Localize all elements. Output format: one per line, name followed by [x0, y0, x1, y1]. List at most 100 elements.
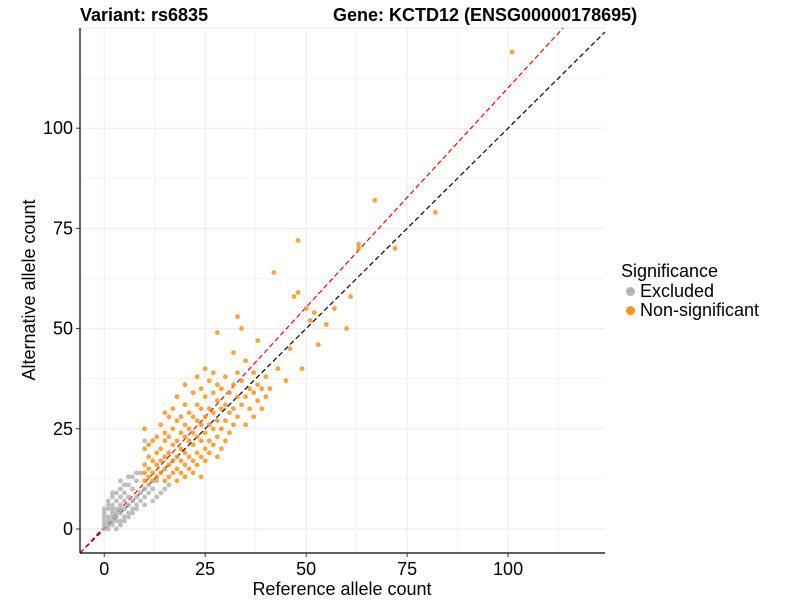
- x-axis-label: Reference allele count: [252, 579, 431, 599]
- data-point: [214, 454, 220, 460]
- data-point: [130, 510, 135, 516]
- data-point: [198, 386, 204, 392]
- x-tick-label: 25: [195, 559, 215, 579]
- data-point: [101, 518, 107, 524]
- y-tick-label: 0: [63, 519, 73, 539]
- data-point: [186, 438, 192, 444]
- data-point: [323, 322, 329, 327]
- data-point: [332, 306, 337, 311]
- data-point: [166, 450, 172, 456]
- data-point: [222, 374, 228, 380]
- data-point: [251, 414, 257, 420]
- data-point: [194, 418, 200, 424]
- data-point: [101, 506, 107, 512]
- data-point: [105, 526, 111, 532]
- data-point: [263, 394, 269, 400]
- data-point: [259, 386, 265, 392]
- data-point: [303, 306, 309, 311]
- data-point: [178, 414, 184, 420]
- data-point: [113, 518, 119, 524]
- data-point: [190, 414, 196, 420]
- data-point: [150, 470, 156, 476]
- data-point: [190, 470, 196, 476]
- data-point: [222, 418, 228, 424]
- data-point: [182, 474, 188, 480]
- data-point: [198, 422, 204, 428]
- data-point: [142, 502, 148, 508]
- data-point: [162, 410, 168, 416]
- data-point: [186, 426, 192, 432]
- data-point: [122, 498, 127, 504]
- data-point: [162, 430, 168, 436]
- data-point: [311, 310, 317, 315]
- data-point: [432, 209, 438, 215]
- data-point: [158, 458, 164, 464]
- data-point: [295, 238, 301, 243]
- data-point: [222, 402, 228, 408]
- data-point: [509, 49, 515, 55]
- data-point: [122, 490, 127, 496]
- data-point: [231, 406, 236, 412]
- data-point: [231, 350, 236, 356]
- data-point: [190, 390, 196, 396]
- data-point: [138, 490, 143, 496]
- data-point: [166, 414, 172, 420]
- data-point: [239, 378, 244, 384]
- data-point: [202, 446, 208, 452]
- data-point: [295, 290, 301, 295]
- data-point: [142, 478, 148, 484]
- data-point: [126, 502, 131, 508]
- data-point: [158, 490, 164, 496]
- data-point: [291, 294, 297, 299]
- data-point: [218, 426, 224, 432]
- data-point: [372, 197, 378, 203]
- data-point: [113, 514, 119, 520]
- data-point: [146, 482, 152, 488]
- data-point: [182, 382, 188, 388]
- data-point: [259, 406, 265, 412]
- data-point: [227, 390, 232, 396]
- data-point: [117, 502, 123, 508]
- legend-dot-non-significant: [626, 306, 635, 315]
- data-point: [142, 446, 148, 452]
- data-point: [170, 426, 176, 432]
- data-point: [255, 398, 261, 404]
- data-point: [154, 474, 160, 480]
- y-tick-label: 25: [53, 419, 73, 439]
- y-tick-label: 50: [53, 319, 73, 339]
- data-point: [142, 470, 148, 476]
- data-point: [263, 374, 269, 380]
- data-point: [170, 458, 176, 464]
- data-point: [202, 394, 208, 400]
- data-point: [146, 454, 152, 460]
- data-point: [218, 446, 224, 452]
- data-point: [117, 518, 123, 524]
- data-point: [239, 326, 244, 331]
- data-point: [170, 470, 176, 476]
- data-point: [162, 478, 168, 484]
- data-point: [150, 478, 156, 484]
- data-point: [243, 422, 248, 428]
- data-point: [267, 386, 273, 392]
- gene-title: Gene: KCTD12 (ENSG00000178695): [333, 5, 638, 25]
- data-point: [198, 454, 204, 460]
- data-point: [206, 422, 212, 428]
- grid-lines: [80, 27, 605, 553]
- data-point: [101, 522, 107, 528]
- data-point: [158, 422, 164, 428]
- data-point: [194, 450, 200, 456]
- data-point: [174, 454, 180, 460]
- data-point: [117, 494, 123, 500]
- data-point: [109, 502, 115, 508]
- data-point: [356, 246, 362, 251]
- data-point: [138, 498, 143, 504]
- data-point: [162, 454, 168, 460]
- data-point: [170, 406, 176, 412]
- reference-line-fit: [79, 27, 564, 554]
- data-point: [117, 522, 123, 528]
- data-point: [150, 438, 156, 444]
- data-point: [206, 450, 212, 456]
- data-point: [154, 478, 160, 484]
- data-point: [117, 510, 123, 516]
